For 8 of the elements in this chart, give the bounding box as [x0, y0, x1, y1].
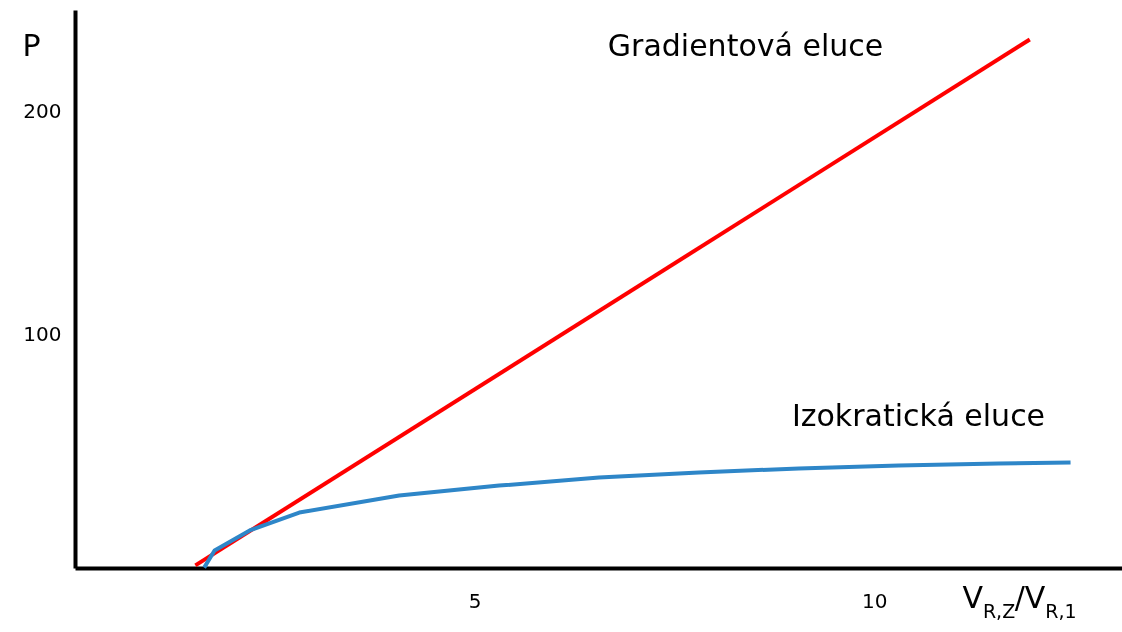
x-tick-label: 10 — [862, 588, 888, 613]
line-series — [202, 460, 1073, 570]
annotation: Izokratická eluce — [791, 398, 1046, 433]
annotation: Gradientová eluce — [607, 28, 884, 63]
x-tick-label: 5 — [468, 588, 482, 613]
y-tick-label: 200 — [23, 98, 62, 123]
y-axis-title: P — [22, 27, 41, 63]
y-tick-label: 100 — [23, 321, 62, 346]
